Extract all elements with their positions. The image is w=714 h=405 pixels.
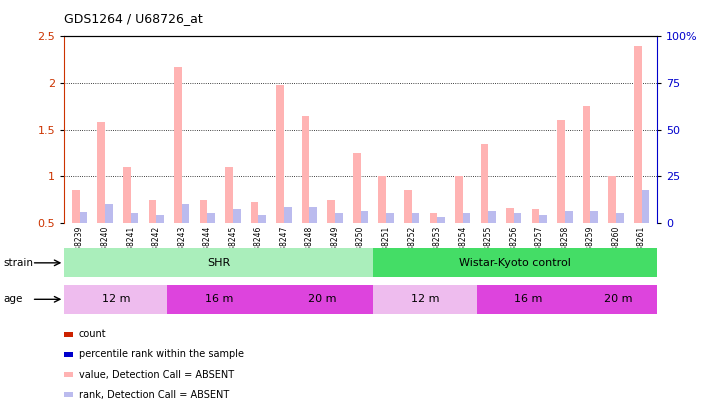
Bar — [455, 176, 463, 223]
Bar — [583, 107, 590, 223]
Text: 20 m: 20 m — [604, 294, 633, 304]
Bar — [616, 213, 623, 223]
Bar — [233, 209, 241, 223]
Bar — [481, 144, 488, 223]
Bar — [105, 204, 113, 223]
Text: GDS1264 / U68726_at: GDS1264 / U68726_at — [64, 12, 203, 25]
Bar — [302, 116, 309, 223]
Bar — [174, 67, 182, 223]
Bar — [437, 217, 445, 223]
Bar — [506, 208, 514, 223]
Bar — [386, 213, 394, 223]
Text: 12 m: 12 m — [101, 294, 130, 304]
Text: 12 m: 12 m — [411, 294, 439, 304]
Bar — [327, 200, 335, 223]
Bar — [123, 167, 131, 223]
Text: 16 m: 16 m — [205, 294, 233, 304]
Bar — [404, 190, 412, 223]
Bar — [284, 207, 291, 223]
Text: Wistar-Kyoto control: Wistar-Kyoto control — [459, 258, 571, 268]
Text: count: count — [79, 329, 106, 339]
Bar — [79, 211, 87, 223]
Bar — [476, 285, 580, 314]
Bar — [412, 213, 419, 223]
Bar — [514, 213, 521, 223]
Bar — [590, 211, 598, 223]
Bar — [335, 213, 343, 223]
Text: SHR: SHR — [207, 258, 231, 268]
Bar — [207, 213, 215, 223]
Text: strain: strain — [4, 258, 34, 268]
Bar — [276, 85, 284, 223]
Bar — [156, 215, 164, 223]
Bar — [634, 46, 642, 223]
Bar — [167, 285, 271, 314]
Bar — [378, 176, 386, 223]
Bar — [373, 285, 476, 314]
Text: rank, Detection Call = ABSENT: rank, Detection Call = ABSENT — [79, 390, 228, 400]
Text: percentile rank within the sample: percentile rank within the sample — [79, 350, 243, 359]
Bar — [72, 190, 79, 223]
Bar — [200, 200, 207, 223]
Bar — [642, 190, 649, 223]
Bar — [565, 211, 573, 223]
Text: age: age — [4, 294, 23, 304]
Bar — [64, 285, 167, 314]
Bar — [463, 213, 471, 223]
Bar — [532, 209, 539, 223]
Bar — [373, 248, 657, 277]
Bar — [251, 202, 258, 223]
Bar — [430, 213, 437, 223]
Text: value, Detection Call = ABSENT: value, Detection Call = ABSENT — [79, 370, 233, 379]
Bar — [608, 176, 616, 223]
Bar — [182, 204, 189, 223]
Text: 20 m: 20 m — [308, 294, 336, 304]
Bar — [488, 211, 496, 223]
Bar — [361, 211, 368, 223]
Bar — [309, 207, 317, 223]
Bar — [353, 153, 361, 223]
Text: 16 m: 16 m — [514, 294, 542, 304]
Bar — [225, 167, 233, 223]
Bar — [258, 215, 266, 223]
Bar — [131, 213, 139, 223]
Bar — [539, 215, 547, 223]
Bar — [149, 200, 156, 223]
Bar — [98, 122, 105, 223]
Bar — [557, 120, 565, 223]
Bar — [64, 248, 373, 277]
Bar — [271, 285, 373, 314]
Bar — [580, 285, 657, 314]
